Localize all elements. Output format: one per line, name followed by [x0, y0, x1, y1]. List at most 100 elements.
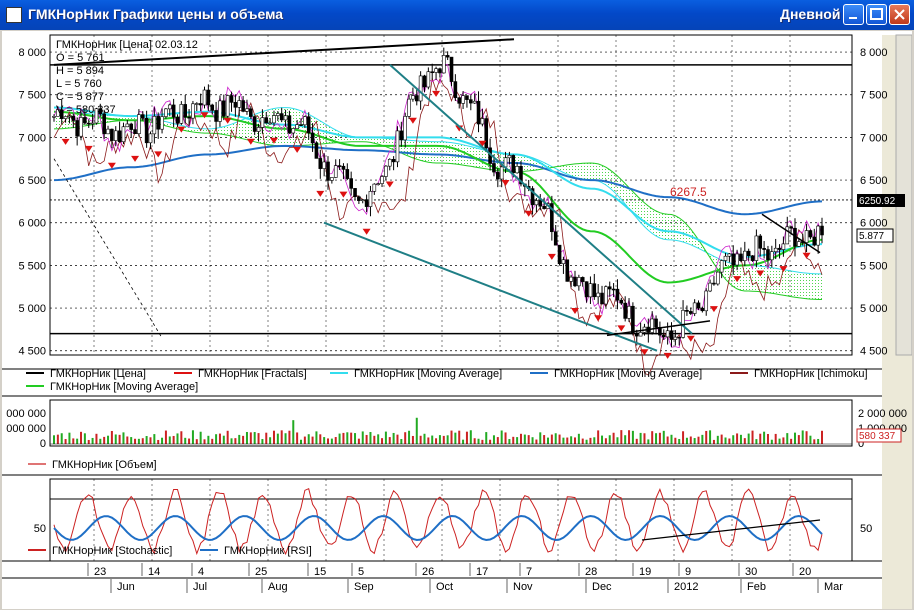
- candle-body: [399, 130, 404, 141]
- volume-bar: [83, 433, 86, 444]
- candle-body: [407, 98, 411, 117]
- candle-body: [484, 118, 489, 149]
- volume-bar: [631, 430, 634, 444]
- candle-body: [268, 122, 272, 125]
- candle-body: [152, 116, 157, 135]
- volume-bar: [242, 435, 245, 444]
- candle-body: [125, 123, 130, 128]
- volume-bar: [288, 430, 291, 444]
- volume-bar: [496, 437, 499, 444]
- candle-body: [469, 99, 473, 104]
- series-ma-blue: [53, 144, 823, 216]
- candle-body: [79, 117, 83, 137]
- volume-bar: [809, 435, 812, 444]
- candle-body: [441, 55, 446, 74]
- volume-bar: [604, 438, 607, 444]
- date-month-label: Nov: [513, 581, 533, 593]
- candle-body: [102, 113, 106, 135]
- candle-body: [326, 161, 330, 181]
- volume-bar: [670, 434, 673, 444]
- info-open: O = 5 761: [56, 52, 105, 64]
- volume-bar: [203, 439, 206, 444]
- volume-bar: [60, 433, 63, 444]
- volume-bar: [323, 437, 326, 444]
- candle-body: [191, 103, 195, 119]
- candle-body: [395, 130, 400, 163]
- volume-bar: [489, 439, 492, 444]
- legend-label-4: ГМКНорНик [Ichimoku]: [754, 368, 868, 380]
- fractal-down-marker: [200, 112, 209, 119]
- fractal-markers: [61, 90, 811, 359]
- candle-body: [615, 288, 620, 301]
- candle-body: [117, 130, 122, 143]
- close-button[interactable]: [889, 4, 910, 25]
- volume-bar: [218, 433, 221, 444]
- candle-body: [422, 75, 427, 88]
- volume-bar: [766, 433, 769, 444]
- volume-bar: [388, 437, 391, 444]
- candle-body: [700, 307, 705, 312]
- candle-body: [218, 100, 222, 122]
- volume-bar: [527, 435, 530, 444]
- candle-body: [198, 103, 203, 106]
- candle-body: [611, 288, 616, 291]
- volume-bar: [276, 433, 279, 444]
- volume-bar: [519, 433, 522, 444]
- candle-body: [820, 225, 824, 236]
- volume-bar: [404, 432, 407, 444]
- date-day-label: 5: [358, 566, 364, 578]
- volume-bar: [172, 435, 175, 444]
- ichimoku-span-a: [54, 107, 822, 275]
- candle-body: [743, 250, 747, 261]
- price-panel[interactable]: [49, 34, 853, 356]
- volume-bar: [589, 437, 592, 444]
- maximize-button[interactable]: [866, 4, 887, 25]
- volume-bar: [369, 432, 372, 444]
- candle-body: [187, 116, 191, 119]
- fractal-down-marker: [293, 146, 302, 153]
- candle-body: [688, 311, 693, 314]
- volume-bar: [790, 438, 793, 444]
- volume-bar: [743, 438, 746, 444]
- legend-label-1: ГМКНорНик [Fractals]: [198, 368, 307, 380]
- candle-body: [94, 108, 99, 124]
- volume-bar: [361, 431, 364, 444]
- candle-body: [445, 55, 450, 58]
- candle-body: [318, 158, 323, 169]
- candle-body: [669, 330, 674, 340]
- candle-body: [604, 286, 608, 305]
- volume-bar: [716, 435, 719, 444]
- candle-body: [781, 243, 786, 250]
- candle-body: [766, 249, 770, 261]
- candle-body: [465, 95, 469, 100]
- chart-app-icon: [6, 7, 22, 23]
- volume-bar: [546, 437, 549, 444]
- maximize-icon: [870, 8, 883, 20]
- title-bar[interactable]: ГМКНорНик Графики цены и объема Дневной: [0, 0, 914, 30]
- ma-marker-bg: [857, 194, 905, 207]
- volume-bar: [296, 432, 299, 444]
- candle-body: [52, 116, 56, 118]
- volume-bar: [736, 433, 739, 444]
- fractal-down-marker: [663, 352, 672, 359]
- fractal-down-marker: [571, 308, 580, 315]
- minimize-button[interactable]: [843, 4, 864, 25]
- candle-body: [303, 116, 307, 126]
- volume-bar: [574, 437, 577, 444]
- candle-body: [553, 231, 558, 246]
- volume-bar: [80, 431, 83, 444]
- fractal-down-marker: [223, 117, 232, 124]
- candle-body: [588, 283, 593, 298]
- candle-body: [592, 283, 597, 298]
- volume-bar: [647, 439, 650, 444]
- volume-bar: [516, 437, 519, 444]
- vol-left-tick-1: 000 000: [6, 423, 46, 435]
- candle-body: [754, 235, 759, 261]
- volume-bar: [666, 436, 669, 444]
- volume-bar: [292, 420, 295, 444]
- timeframe-label[interactable]: Дневной: [780, 6, 841, 22]
- candle-body: [337, 165, 342, 167]
- candle-body: [345, 169, 350, 179]
- volume-bar: [786, 433, 789, 444]
